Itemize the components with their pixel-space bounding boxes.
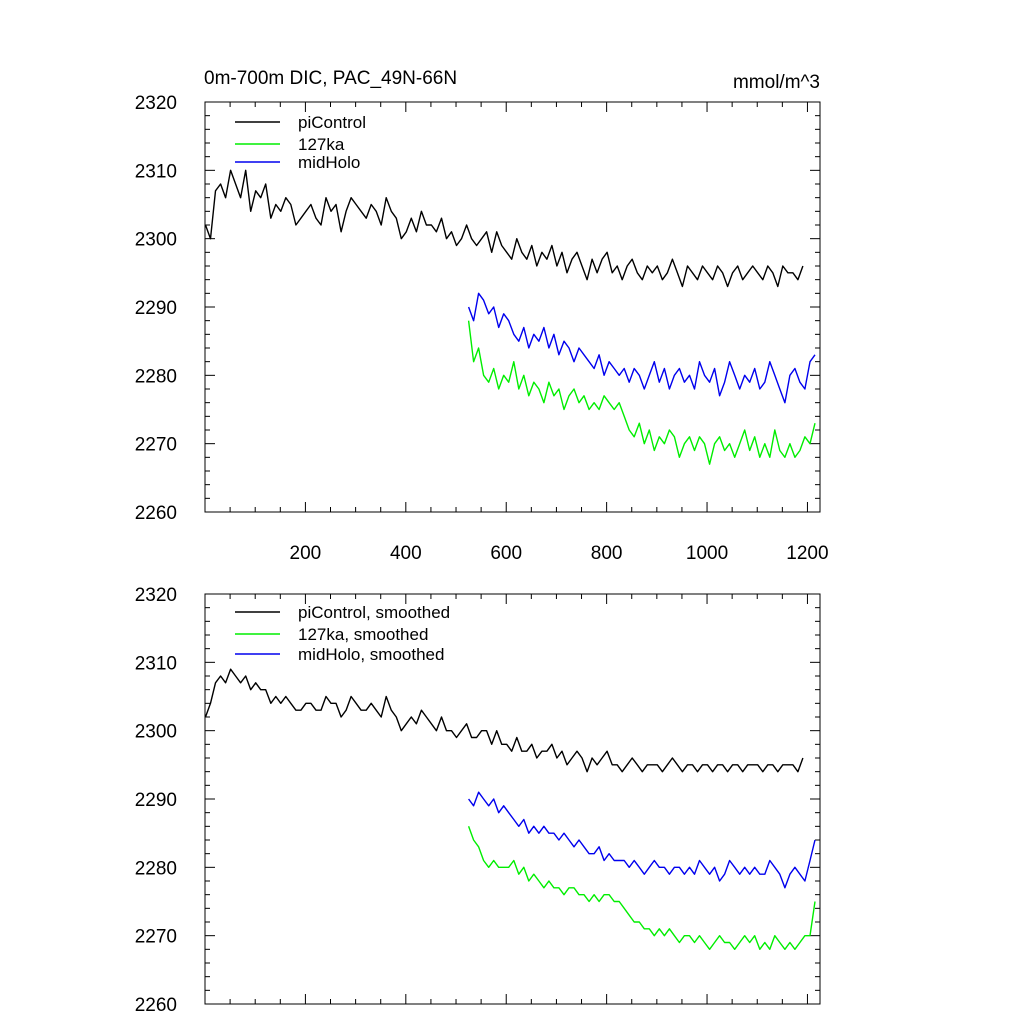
y-tick-label: 2270 bbox=[135, 435, 177, 456]
top-panel: 2260 2270 2280 2290 2300 2310 2320 200 400 600 800… bbox=[135, 93, 829, 564]
bottom-series-group bbox=[204, 668, 816, 950]
top-axis-ticks: 2260 2270 2280 2290 2300 2310 2320 200 400 600 800… bbox=[135, 93, 829, 564]
series-line-picontrol-smoothed bbox=[204, 668, 804, 773]
x-tick-label: 1000 bbox=[686, 543, 728, 564]
y-tick-label: 2270 bbox=[135, 927, 177, 948]
x-tick-label: 200 bbox=[290, 543, 322, 564]
top-legend: piControl 127ka midHolo bbox=[235, 113, 366, 172]
legend-label-midholo-smoothed: midHolo, smoothed bbox=[298, 645, 444, 664]
y-tick-label: 2320 bbox=[135, 93, 177, 114]
y-tick-label: 2280 bbox=[135, 858, 177, 879]
y-tick-label: 2290 bbox=[135, 298, 177, 319]
y-tick-label: 2260 bbox=[135, 503, 177, 524]
chart-title: 0m-700m DIC, PAC_49N-66N bbox=[204, 68, 457, 89]
bottom-axis-ticks: 2260 2270 2280 2290 2300 2310 2320 bbox=[135, 585, 820, 1016]
x-tick-label: 600 bbox=[490, 543, 522, 564]
legend-label-127ka-smoothed: 127ka, smoothed bbox=[298, 625, 428, 644]
y-tick-label: 2310 bbox=[135, 653, 177, 674]
legend-label-picontrol-smoothed: piControl, smoothed bbox=[298, 603, 450, 622]
series-line-midholo-smoothed bbox=[468, 791, 816, 889]
y-tick-label: 2320 bbox=[135, 585, 177, 606]
y-tick-label: 2310 bbox=[135, 161, 177, 182]
legend-label-picontrol: piControl bbox=[298, 113, 366, 132]
y-tick-label: 2280 bbox=[135, 366, 177, 387]
series-line-picontrol bbox=[204, 169, 804, 288]
series-line-127ka-smoothed bbox=[467, 826, 816, 950]
series-line-127ka bbox=[467, 320, 816, 465]
bottom-panel: 2260 2270 2280 2290 2300 2310 2320 piControl, … bbox=[135, 585, 821, 1016]
x-tick-label: 400 bbox=[390, 543, 422, 564]
legend-label-midholo: midHolo bbox=[298, 153, 360, 172]
series-line-midholo bbox=[467, 292, 816, 404]
units-label: mmol/m^3 bbox=[733, 72, 820, 93]
y-tick-label: 2260 bbox=[135, 995, 177, 1016]
legend-label-127ka: 127ka bbox=[298, 135, 345, 154]
top-series-group bbox=[204, 169, 816, 465]
y-tick-label: 2300 bbox=[135, 230, 177, 251]
bottom-legend: piControl, smoothed 127ka, smoothed midH… bbox=[235, 603, 450, 664]
y-tick-label: 2300 bbox=[135, 722, 177, 743]
y-tick-label: 2290 bbox=[135, 790, 177, 811]
x-tick-label: 800 bbox=[591, 543, 623, 564]
x-tick-label: 1200 bbox=[786, 543, 828, 564]
